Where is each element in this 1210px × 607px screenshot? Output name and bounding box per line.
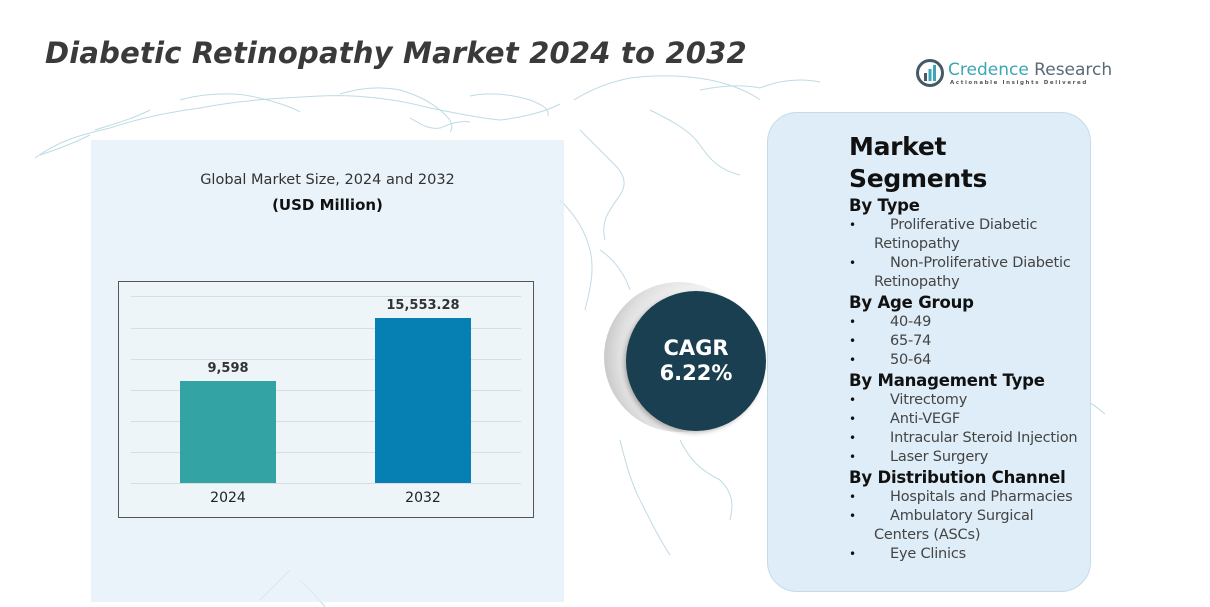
segment-item-text: Anti-VEGF: [890, 411, 961, 427]
bar-chart: 9,598 2024 15,553.28 2032: [118, 281, 534, 518]
bar-chart-circle-icon: [916, 59, 944, 87]
logo-name-part1: Credence: [948, 60, 1029, 80]
gridline: [131, 452, 521, 453]
segment-item: Hospitals and Pharmacies: [849, 488, 1089, 507]
segment-item: Ambulatory Surgical Centers (ASCs): [849, 507, 1089, 545]
chart-unit-label: (USD Million): [272, 196, 383, 214]
segment-item-text: Non-Proliferative Diabetic Retinopathy: [874, 255, 1071, 290]
cagr-value: 6.22%: [659, 361, 733, 385]
segment-item: Anti-VEGF: [849, 410, 1089, 429]
segment-item: Eye Clinics: [849, 545, 1089, 564]
segment-item-text: Proliferative Diabetic Retinopathy: [874, 217, 1038, 252]
segment-item-text: 50-64: [890, 352, 932, 368]
segment-heading-management-type: By Management Type: [849, 371, 1045, 390]
gridline: [131, 359, 521, 360]
logo-name-part2: Research: [1028, 60, 1113, 80]
logo-name: Credence Research: [948, 60, 1112, 80]
segment-item-text: Vitrectomy: [890, 392, 968, 408]
segment-item-text: Hospitals and Pharmacies: [890, 489, 1073, 505]
segment-item-text: Intracular Steroid Injection: [890, 430, 1078, 446]
bar-value-label-2024: 9,598: [207, 361, 249, 376]
segment-item-text: Ambulatory Surgical Centers (ASCs): [874, 508, 1034, 543]
gridline: [131, 390, 521, 391]
segment-item: Non-Proliferative Diabetic Retinopathy: [849, 254, 1089, 292]
credence-research-logo: Credence Research Actionable Insights De…: [916, 59, 1112, 87]
logo-tagline: Actionable Insights Delivered: [950, 80, 1088, 86]
page-title: Diabetic Retinopathy Market 2024 to 2032: [45, 36, 747, 70]
segment-item: Laser Surgery: [849, 448, 1089, 467]
segment-item: 50-64: [849, 351, 1089, 370]
x-axis-label-2032: 2032: [405, 490, 441, 506]
segment-item-text: Laser Surgery: [890, 449, 989, 465]
segment-heading-type: By Type: [849, 196, 920, 215]
segment-item-text: Eye Clinics: [890, 546, 966, 562]
segment-item: Proliferative Diabetic Retinopathy: [849, 216, 1089, 254]
cagr-badge: CAGR 6.22%: [626, 291, 766, 431]
segment-item-text: 65-74: [890, 333, 932, 349]
segment-heading-age-group: By Age Group: [849, 293, 974, 312]
segment-item: Vitrectomy: [849, 391, 1089, 410]
gridline: [131, 421, 521, 422]
segment-heading-distribution-channel: By Distribution Channel: [849, 468, 1066, 487]
segment-item: 40-49: [849, 313, 1089, 332]
cagr-label: CAGR: [663, 336, 729, 360]
bar-value-label-2032: 15,553.28: [386, 298, 460, 313]
bar-2032: [375, 318, 471, 483]
segment-item: 65-74: [849, 332, 1089, 351]
bar-2024: [180, 381, 276, 483]
segment-item-text: 40-49: [890, 314, 932, 330]
gridline: [131, 328, 521, 329]
x-axis-label-2024: 2024: [210, 490, 246, 506]
chart-subtitle: Global Market Size, 2024 and 2032: [200, 172, 455, 188]
gridline: [131, 296, 521, 297]
segment-item: Intracular Steroid Injection: [849, 429, 1089, 448]
market-segments-list: Market Segments By Type Proliferative Di…: [849, 131, 1089, 564]
gridline: [131, 483, 521, 484]
market-segments-title: Market Segments: [849, 132, 988, 193]
